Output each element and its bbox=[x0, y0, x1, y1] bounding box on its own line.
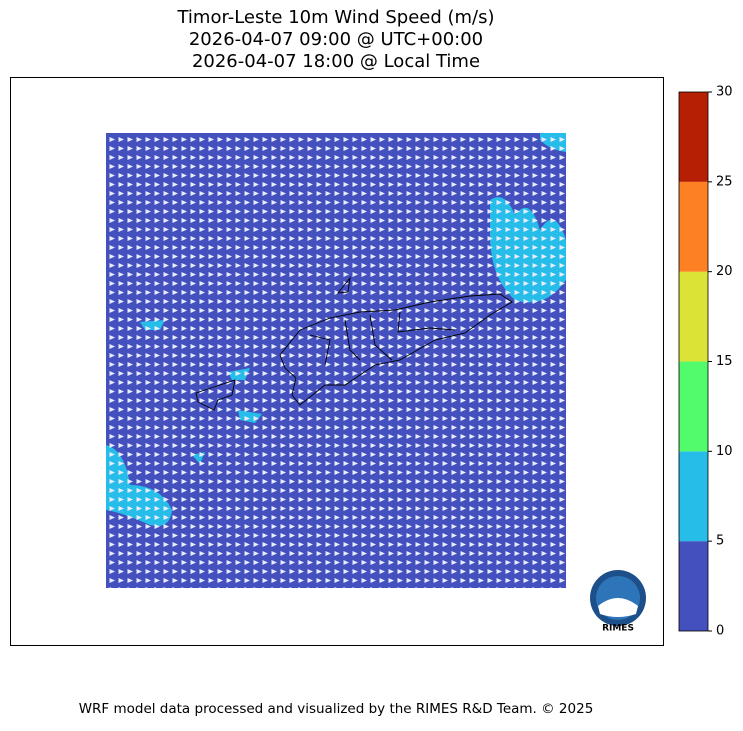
colorbar-tick-label: 0 bbox=[716, 624, 724, 639]
colorbar-segment bbox=[679, 181, 708, 272]
colorbar-tick-label: 30 bbox=[716, 85, 733, 100]
coastline bbox=[195, 276, 513, 411]
colorbar-segment bbox=[679, 92, 708, 182]
wind-field bbox=[106, 133, 566, 588]
footer: WRF model data processed and visualized … bbox=[79, 701, 594, 717]
colorbar-segment bbox=[679, 271, 708, 362]
colorbar-segment bbox=[679, 541, 708, 631]
colorbar-tick-label: 5 bbox=[716, 534, 724, 549]
colorbar-tick-label: 10 bbox=[716, 444, 733, 459]
colorbar-segment bbox=[679, 361, 708, 452]
title-line: Timor-Leste 10m Wind Speed (m/s) bbox=[176, 7, 494, 28]
title-line: 2026-04-07 09:00 @ UTC+00:00 bbox=[189, 29, 483, 50]
colorbar-tick-label: 25 bbox=[716, 174, 733, 189]
title-line: 2026-04-07 18:00 @ Local Time bbox=[192, 51, 480, 72]
logo: RIMES bbox=[590, 570, 646, 634]
colorbar: 0 5 10 15 20 25 30 bbox=[678, 85, 733, 639]
colorbar-tick-label: 15 bbox=[716, 354, 733, 369]
colorbar-segment bbox=[679, 451, 708, 542]
colorbar-tick-label: 20 bbox=[716, 264, 733, 279]
logo-text: RIMES bbox=[602, 624, 634, 634]
